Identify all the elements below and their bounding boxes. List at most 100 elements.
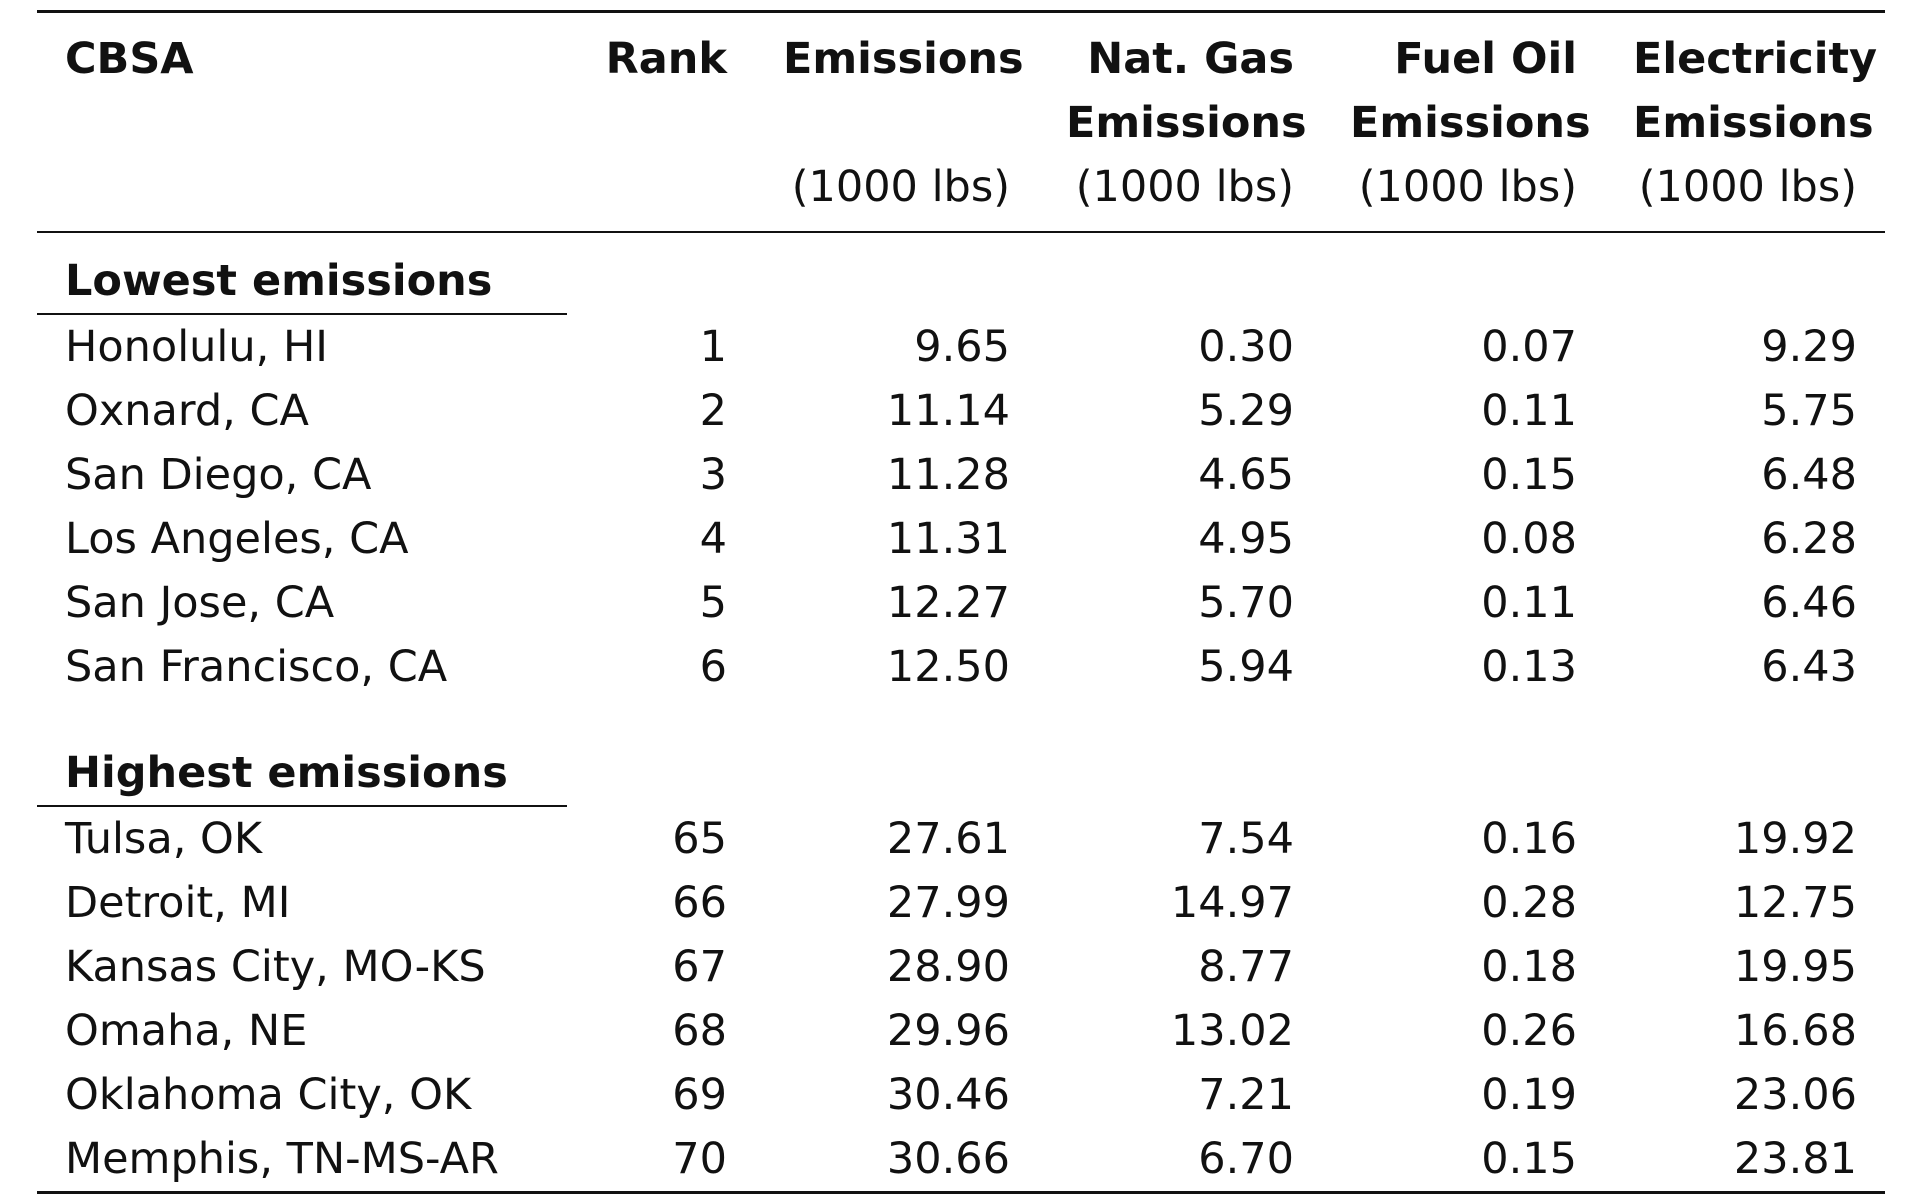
cell-natgas: 5.94	[1198, 642, 1294, 692]
header-natgas-units: (1000 lbs)	[1038, 155, 1322, 233]
cell-rank: 65	[672, 814, 727, 864]
cell-cbsa: San Jose, CA	[65, 578, 335, 628]
cell-rank: 4	[699, 514, 727, 564]
header-natgas-line2: Emissions	[1066, 98, 1307, 148]
cell-natgas: 7.21	[1198, 1070, 1294, 1120]
cell-rank: 69	[672, 1070, 727, 1120]
cell-rank: 67	[672, 942, 727, 992]
cell-cbsa: Honolulu, HI	[65, 322, 328, 372]
cell-natgas: 6.70	[1038, 1127, 1322, 1194]
cell-emissions: 11.28	[886, 450, 1010, 500]
cell-natgas: 5.29	[1198, 386, 1294, 436]
header-rank: Rank	[567, 10, 755, 91]
cell-emissions: 9.65	[914, 322, 1010, 372]
cell-fueloil: 0.13	[1481, 642, 1577, 692]
group-label: Highest emissions	[37, 741, 567, 807]
table-row: Omaha, NE 68 29.96 13.02 0.26 16.68	[37, 999, 1885, 1063]
header-fueloil-units: (1000 lbs)	[1322, 155, 1605, 233]
header-electricity-units: (1000 lbs)	[1605, 155, 1885, 233]
cell-rank: 68	[672, 1006, 727, 1056]
cell-fueloil: 0.26	[1481, 1006, 1577, 1056]
cell-fueloil: 0.07	[1481, 322, 1577, 372]
cell-emissions: 27.61	[886, 814, 1010, 864]
table-row: Oxnard, CA 2 11.14 5.29 0.11 5.75	[37, 379, 1885, 443]
cell-rank: 5	[699, 578, 727, 628]
cell-cbsa: Detroit, MI	[65, 878, 291, 928]
cell-fueloil: 0.19	[1481, 1070, 1577, 1120]
header-electricity-line2: Emissions	[1633, 98, 1874, 148]
cell-electricity: 5.75	[1761, 386, 1857, 436]
cell-electricity: 6.28	[1761, 514, 1857, 564]
cell-electricity: 19.95	[1733, 942, 1857, 992]
cell-cbsa: Tulsa, OK	[65, 814, 263, 864]
cell-fueloil: 0.08	[1481, 514, 1577, 564]
cell-cbsa: Memphis, TN-MS-AR	[37, 1127, 567, 1194]
cell-cbsa: Los Angeles, CA	[65, 514, 409, 564]
cell-rank: 70	[567, 1127, 755, 1194]
header-electricity-line1: Electricity	[1605, 10, 1885, 91]
cell-cbsa: Kansas City, MO-KS	[65, 942, 486, 992]
cell-emissions: 11.14	[886, 386, 1010, 436]
cell-electricity: 6.48	[1761, 450, 1857, 500]
header-natgas-line1: Nat. Gas	[1038, 10, 1322, 91]
cell-cbsa: Oxnard, CA	[65, 386, 309, 436]
cell-fueloil: 0.18	[1481, 942, 1577, 992]
cell-natgas: 13.02	[1170, 1006, 1294, 1056]
cell-electricity: 23.06	[1733, 1070, 1857, 1120]
cell-fueloil: 0.11	[1481, 578, 1577, 628]
cell-emissions: 30.66	[755, 1127, 1038, 1194]
table-row: San Jose, CA 5 12.27 5.70 0.11 6.46	[37, 571, 1885, 635]
cell-emissions: 12.50	[886, 642, 1010, 692]
cell-electricity: 16.68	[1733, 1006, 1857, 1056]
cell-fueloil: 0.15	[1322, 1127, 1605, 1194]
table-row: Detroit, MI 66 27.99 14.97 0.28 12.75	[37, 871, 1885, 935]
cell-electricity: 12.75	[1733, 878, 1857, 928]
cell-emissions: 30.46	[886, 1070, 1010, 1120]
table-row: San Francisco, CA 6 12.50 5.94 0.13 6.43	[37, 635, 1885, 699]
cell-emissions: 27.99	[886, 878, 1010, 928]
cell-rank: 3	[699, 450, 727, 500]
header-fueloil-line2: Emissions	[1350, 98, 1591, 148]
cell-cbsa: San Francisco, CA	[65, 642, 448, 692]
cell-electricity: 23.81	[1605, 1127, 1885, 1194]
cell-natgas: 5.70	[1198, 578, 1294, 628]
cell-fueloil: 0.28	[1481, 878, 1577, 928]
table-row: Oklahoma City, OK 69 30.46 7.21 0.19 23.06	[37, 1063, 1885, 1127]
group-header-row: Lowest emissions	[37, 232, 1885, 315]
header-emissions-units: (1000 lbs)	[755, 155, 1038, 233]
cell-emissions: 12.27	[886, 578, 1010, 628]
cell-rank: 66	[672, 878, 727, 928]
table-header: CBSA Rank Emissions Nat. Gas Fuel Oil El…	[37, 10, 1885, 233]
cell-rank: 1	[699, 322, 727, 372]
cell-emissions: 28.90	[886, 942, 1010, 992]
header-cbsa: CBSA	[37, 10, 567, 91]
cell-electricity: 9.29	[1761, 322, 1857, 372]
cell-rank: 6	[699, 642, 727, 692]
cell-natgas: 7.54	[1198, 814, 1294, 864]
group-header-row: Highest emissions	[37, 725, 1885, 807]
table-row: Memphis, TN-MS-AR 70 30.66 6.70 0.15 23.81	[37, 1127, 1885, 1194]
cell-electricity: 6.43	[1761, 642, 1857, 692]
table-row: Honolulu, HI 1 9.65 0.30 0.07 9.29	[37, 315, 1885, 379]
group-label: Lowest emissions	[37, 249, 567, 315]
cell-fueloil: 0.15	[1481, 450, 1577, 500]
cell-natgas: 4.65	[1198, 450, 1294, 500]
cell-cbsa: San Diego, CA	[65, 450, 372, 500]
table-row: San Diego, CA 3 11.28 4.65 0.15 6.48	[37, 443, 1885, 507]
table-row: Kansas City, MO-KS 67 28.90 8.77 0.18 19.95	[37, 935, 1885, 999]
cell-cbsa: Oklahoma City, OK	[65, 1070, 472, 1120]
cell-electricity: 6.46	[1761, 578, 1857, 628]
group-spacer	[37, 699, 1885, 725]
emissions-table: CBSA Rank Emissions Nat. Gas Fuel Oil El…	[37, 10, 1885, 1194]
cell-cbsa: Omaha, NE	[65, 1006, 308, 1056]
cell-natgas: 14.97	[1170, 878, 1294, 928]
table-row: Los Angeles, CA 4 11.31 4.95 0.08 6.28	[37, 507, 1885, 571]
cell-natgas: 0.30	[1198, 322, 1294, 372]
table-row: Tulsa, OK 65 27.61 7.54 0.16 19.92	[37, 807, 1885, 871]
cell-electricity: 19.92	[1733, 814, 1857, 864]
cell-natgas: 4.95	[1198, 514, 1294, 564]
cell-emissions: 11.31	[886, 514, 1010, 564]
header-emissions: Emissions	[755, 10, 1038, 91]
cell-fueloil: 0.11	[1481, 386, 1577, 436]
emissions-table-container: CBSA Rank Emissions Nat. Gas Fuel Oil El…	[37, 10, 1885, 1194]
